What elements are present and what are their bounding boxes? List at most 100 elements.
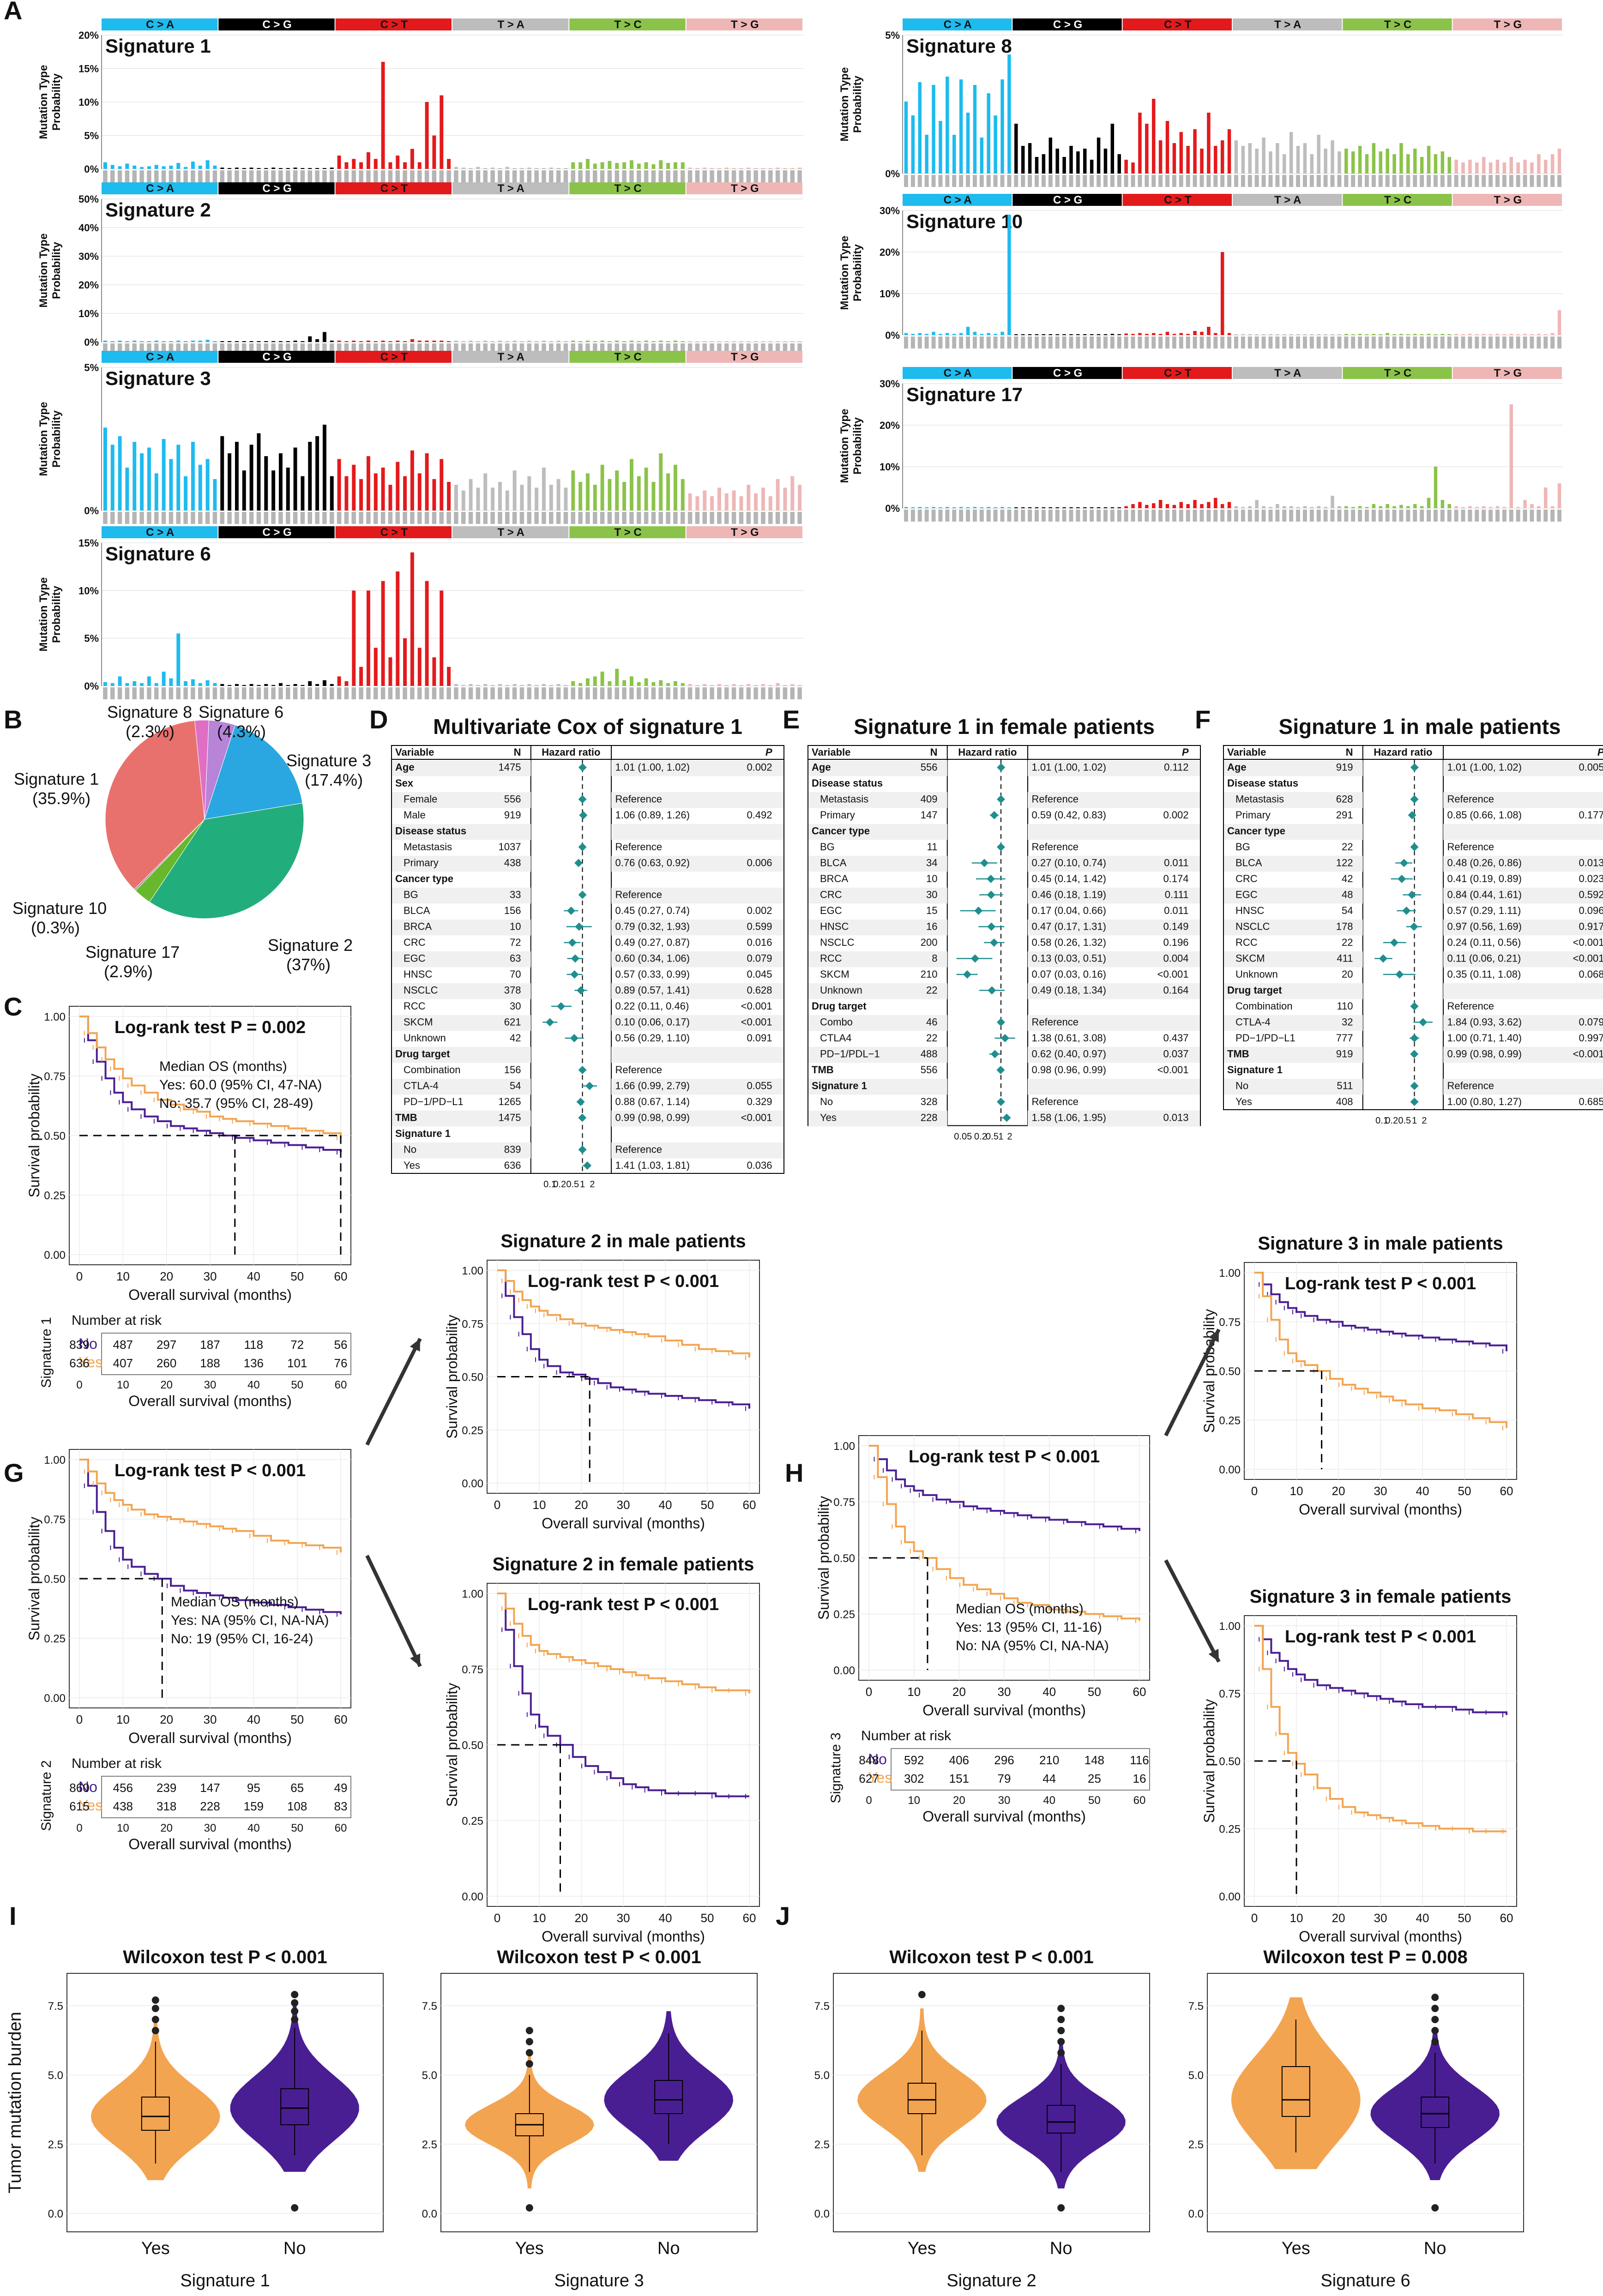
- signature-bar: [994, 115, 997, 174]
- row-p: <0.001: [1573, 937, 1603, 948]
- signature-bar: [717, 168, 721, 169]
- row-stripe: [1443, 1079, 1603, 1095]
- context-tick: [191, 170, 195, 182]
- signature-bar: [659, 453, 663, 511]
- signature-bar: [1200, 149, 1204, 174]
- context-tick: [417, 343, 422, 355]
- signature-bar: [571, 162, 575, 169]
- context-tick: [1440, 175, 1445, 187]
- signature-bar: [1434, 334, 1438, 335]
- risk-count: 297: [157, 1338, 176, 1352]
- context-tick: [293, 343, 298, 355]
- hr-marker: [1410, 1082, 1419, 1090]
- x-tick-label: 20: [1332, 1484, 1345, 1498]
- signature-bar: [461, 490, 465, 511]
- signature-bar: [191, 442, 195, 511]
- context-tick: [1530, 510, 1534, 522]
- x-tick-label: 30: [204, 1822, 217, 1834]
- context-tick: [1055, 175, 1060, 187]
- signature-bar: [1042, 507, 1046, 508]
- mutation-type-header: [1233, 18, 1342, 30]
- row-stripe: [1028, 856, 1200, 872]
- risk-count: 407: [113, 1356, 133, 1370]
- context-tick: [724, 512, 729, 524]
- row-stripe: [611, 1015, 783, 1031]
- context-tick: [637, 170, 641, 182]
- signature-bar: [783, 685, 787, 686]
- signature-bar: [162, 341, 166, 342]
- signature-bar: [1234, 334, 1238, 335]
- context-tick: [1420, 337, 1424, 349]
- survival-curve-no: [869, 1445, 1140, 1531]
- signature-bar: [1158, 500, 1163, 508]
- context-tick: [1076, 337, 1080, 349]
- x-tick-label: Yes: [1282, 2239, 1310, 2258]
- context-tick: [330, 687, 334, 699]
- context-tick: [1206, 337, 1211, 349]
- signature-bar: [1110, 124, 1115, 174]
- row-ci: 0.99 (0.98, 0.99): [615, 1112, 690, 1124]
- signature-bar: [1179, 132, 1183, 174]
- mutation-type-label: C > A: [146, 18, 174, 31]
- signature-bar: [388, 485, 392, 511]
- row-n: 1475: [499, 1112, 521, 1124]
- context-tick: [1309, 510, 1314, 522]
- x-tick-label: 50: [1088, 1685, 1101, 1699]
- context-tick: [593, 343, 597, 355]
- signature-bar: [1117, 507, 1121, 508]
- signature-bar: [220, 436, 224, 511]
- context-tick: [1365, 175, 1369, 187]
- row-p: <0.001: [1573, 953, 1603, 964]
- signature-bar: [505, 341, 509, 342]
- context-tick: [607, 512, 612, 524]
- row-ci: 0.27 (0.10, 0.74): [1032, 857, 1106, 869]
- signature-bar: [1276, 334, 1279, 335]
- context-tick: [139, 170, 144, 182]
- signature-bar: [966, 327, 970, 335]
- context-tick: [454, 343, 458, 355]
- context-tick: [147, 512, 151, 524]
- row-stripe: [808, 1015, 947, 1031]
- signature-bar: [388, 657, 392, 686]
- row-ci: 0.59 (0.42, 0.83): [1032, 809, 1106, 821]
- context-tick: [519, 343, 524, 355]
- signature-bar: [278, 683, 283, 686]
- risk-count: 839: [69, 1338, 89, 1352]
- context-tick: [1213, 510, 1218, 522]
- signature-bar: [571, 681, 575, 686]
- signature-bar: [1447, 157, 1451, 174]
- context-tick: [1351, 175, 1356, 187]
- context-tick: [139, 343, 144, 355]
- signature-bar: [301, 341, 305, 342]
- signature-bar: [1035, 507, 1039, 508]
- context-tick: [286, 512, 290, 524]
- context-tick: [1371, 175, 1376, 187]
- row-n: 54: [1342, 905, 1353, 916]
- signature-bar: [520, 168, 524, 169]
- context-tick: [931, 337, 936, 349]
- row-stripe: [1224, 824, 1363, 840]
- context-tick: [1427, 337, 1431, 349]
- pie-percent-label: (0.3%): [31, 918, 80, 937]
- row-stripe: [1028, 983, 1200, 999]
- row-stripe: [808, 888, 947, 904]
- context-tick: [563, 512, 568, 524]
- context-tick: [315, 343, 319, 355]
- signature-bar: [293, 340, 297, 342]
- mutation-type-label: T > A: [497, 526, 524, 539]
- row-n: 42: [1342, 873, 1353, 884]
- hr-marker: [567, 907, 576, 915]
- signature-bar: [542, 340, 546, 342]
- signature-bar: [1420, 506, 1424, 508]
- y-tick-label: 10%: [880, 288, 900, 300]
- context-tick: [1316, 175, 1321, 187]
- row-ci: 0.24 (0.11, 0.56): [1447, 937, 1521, 948]
- context-tick: [1090, 175, 1094, 187]
- signature-bar: [768, 685, 772, 686]
- hr-marker: [583, 1161, 592, 1170]
- y-axis-label: Probability: [50, 241, 63, 299]
- context-tick: [753, 170, 758, 182]
- context-tick: [417, 512, 422, 524]
